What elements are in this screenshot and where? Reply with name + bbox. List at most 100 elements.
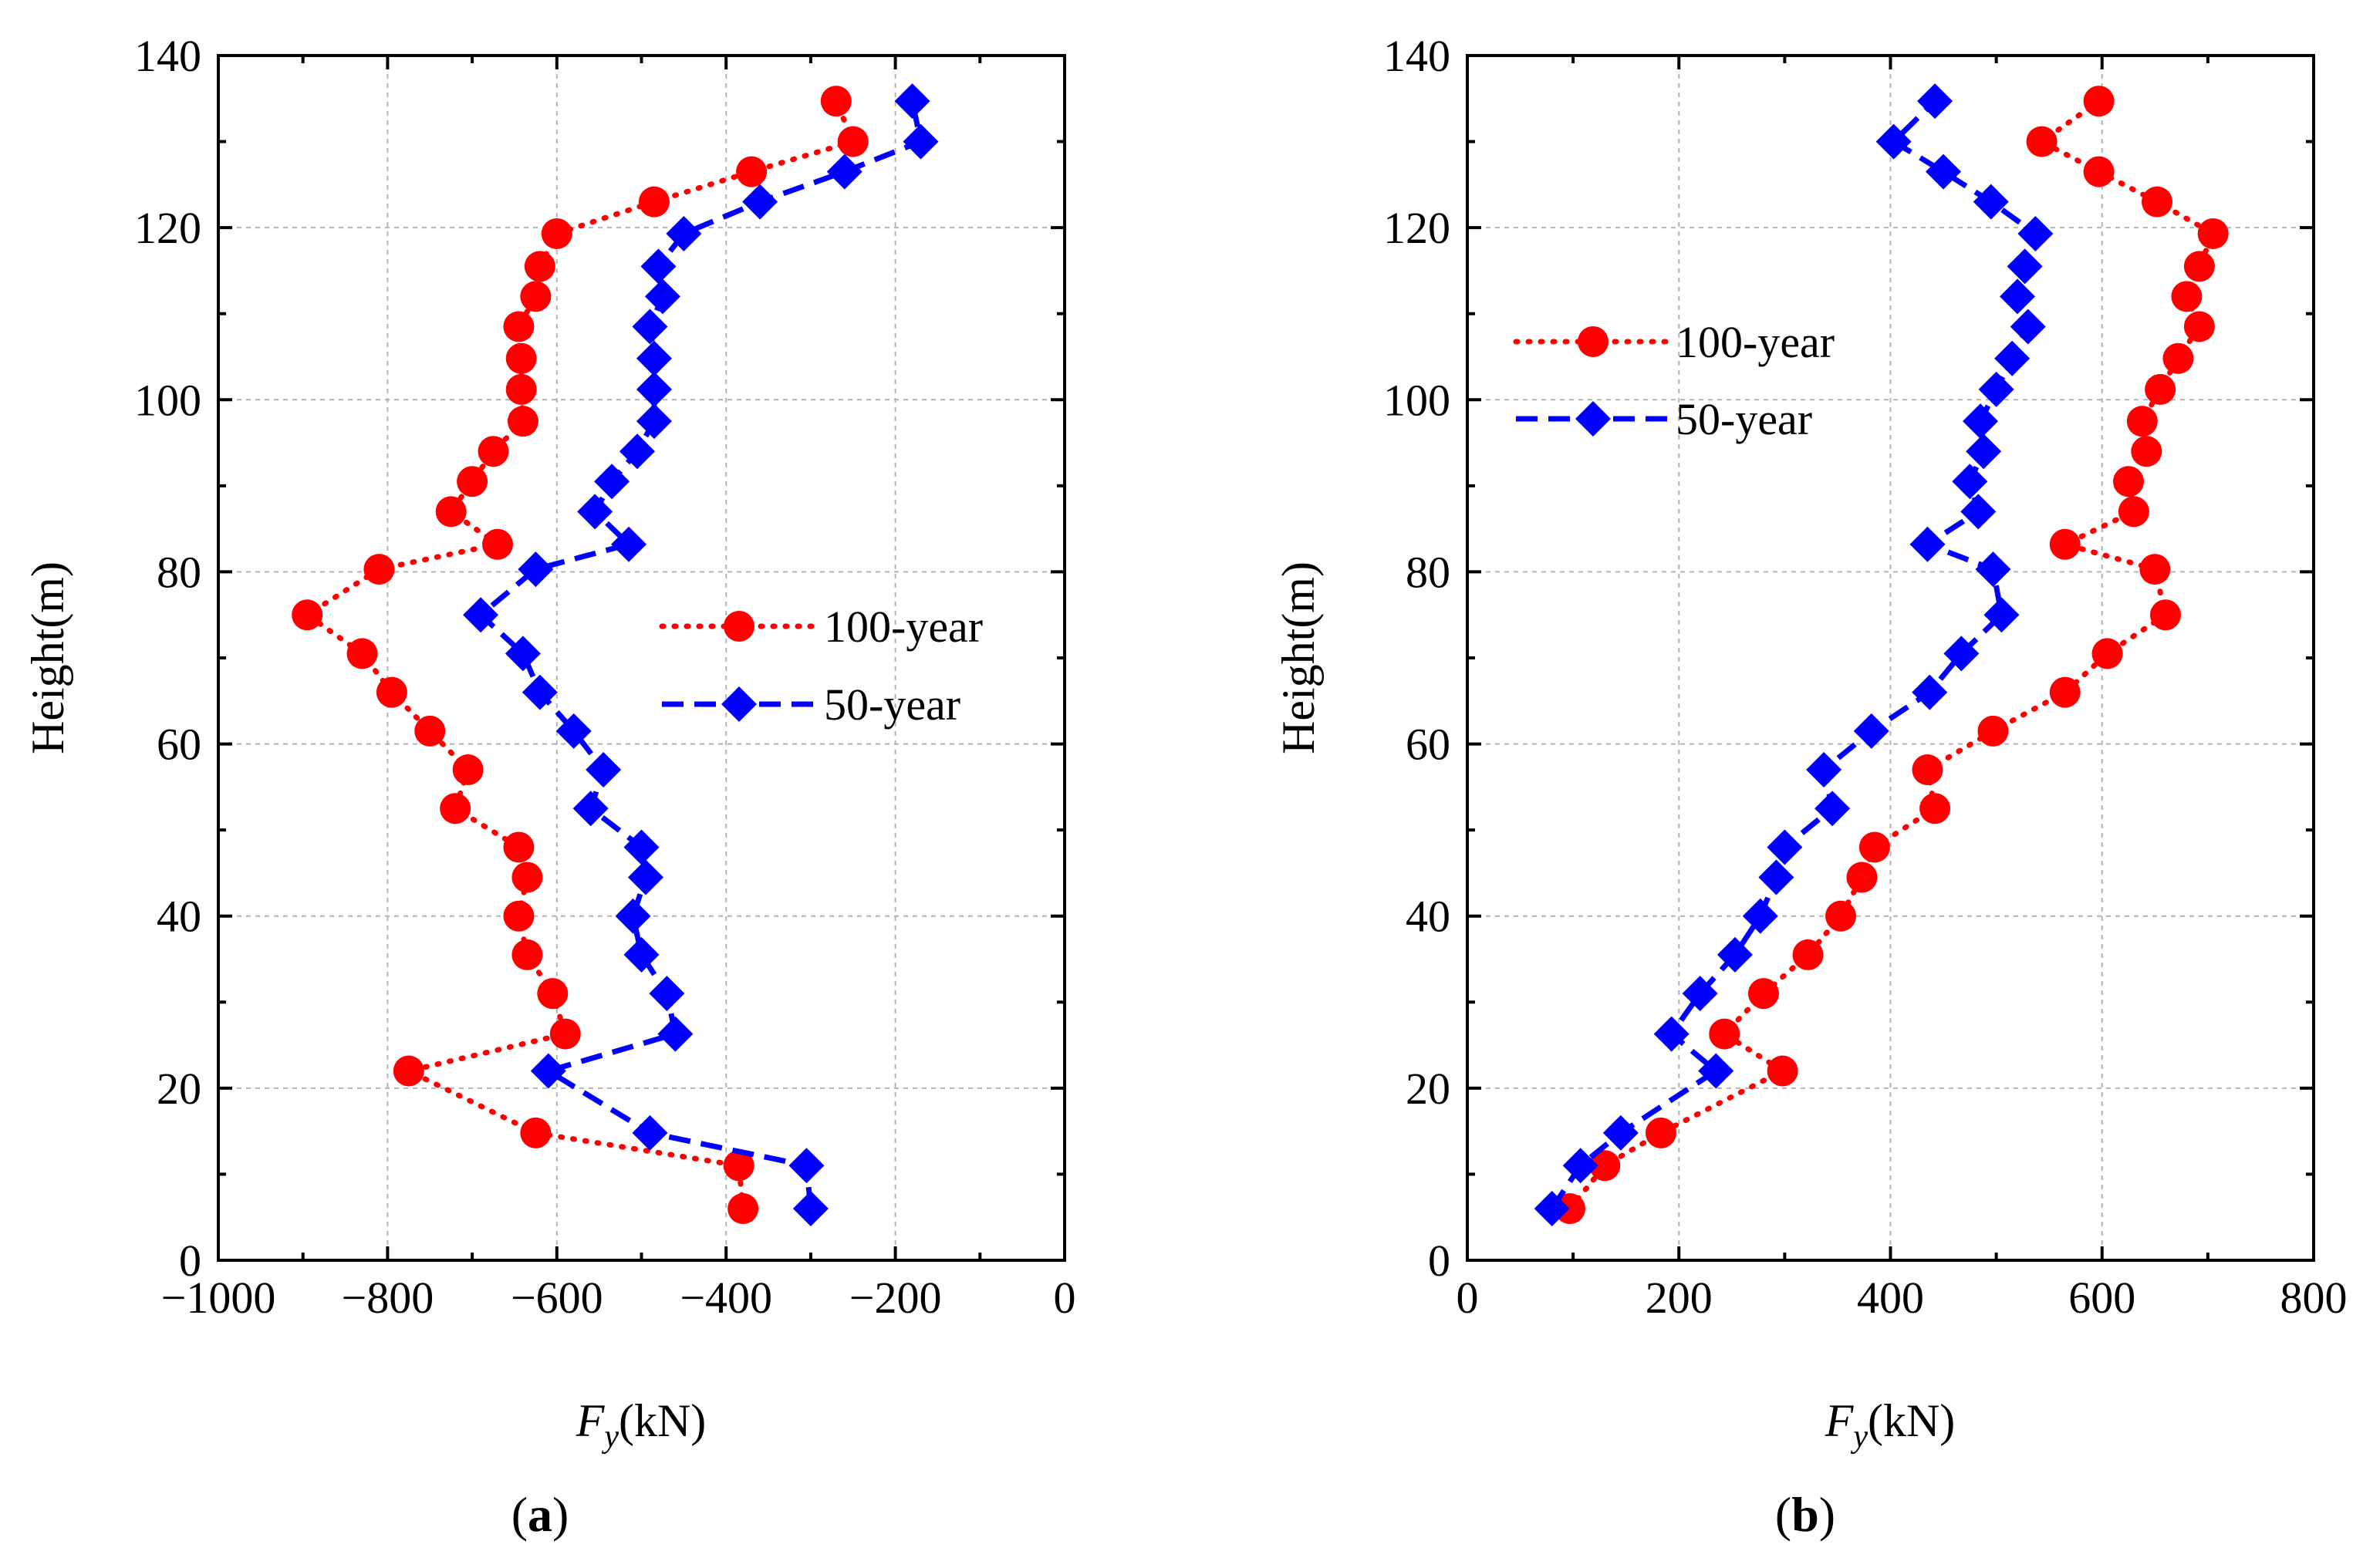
panel-b-point-50-year: [1978, 371, 2014, 407]
panel-b-point-100-year: [1767, 1055, 1798, 1087]
panel-b-point-50-year: [2017, 215, 2054, 251]
panel-b-point-50-year: [1602, 1114, 1639, 1151]
panel-a-plot-frame: [217, 54, 1066, 1262]
panel-b-y-tick-label: 120: [1383, 203, 1450, 253]
panel-a-y-tick-label: 40: [157, 892, 201, 942]
panel-b-point-50-year: [1943, 636, 1980, 672]
panel-b-point-50-year: [1853, 713, 1889, 749]
panel-a-point-50-year: [894, 83, 930, 120]
panel-b-point-100-year: [2113, 466, 2145, 497]
panel-a-point-100-year: [727, 1193, 759, 1225]
panel-a-point-100-year: [363, 554, 395, 585]
panel-b-y-tick-label: 20: [1406, 1064, 1450, 1114]
panel-a-point-100-year: [452, 754, 484, 786]
panel-a-x-tick-label: −800: [342, 1273, 434, 1323]
panel-b-point-100-year: [2139, 554, 2171, 585]
panel-b-point-100-year: [2126, 406, 2158, 437]
panel-a-point-100-year: [505, 342, 537, 374]
panel-a-point-100-year: [503, 311, 535, 342]
panel-b-point-50-year: [1717, 936, 1753, 973]
panel-a-point-50-year: [627, 859, 663, 895]
panel-b-x-tick-label: 400: [1857, 1273, 1924, 1323]
panel-a-x-axis-unit: (kN): [619, 1395, 706, 1446]
panel-a-point-100-year: [478, 436, 509, 467]
panel-b-legend-label-100-year: 100-year: [1676, 317, 1835, 367]
panel-a-y-tick-labels: 0 20 40 60 80 100 120 140: [134, 31, 201, 1286]
panel-a-point-100-year: [638, 186, 670, 217]
panel-a-point-50-year: [619, 433, 656, 470]
panel-a-point-100-year: [537, 978, 569, 1010]
panel-a-series-line-100-year: [302, 98, 857, 1212]
panel-a-legend-item-50-year: 50-year: [662, 679, 960, 730]
panel-b-point-50-year: [1966, 433, 2002, 470]
panel-a-point-50-year: [632, 1114, 668, 1151]
panel-a-point-50-year: [505, 636, 541, 672]
panel-a-point-100-year: [520, 281, 552, 312]
panel-b-point-100-year: [1555, 1193, 1586, 1225]
panel-a-point-50-year: [577, 494, 613, 530]
panel-a-point-100-year: [505, 373, 537, 405]
panel-b-legend-label-50-year: 50-year: [1676, 394, 1812, 444]
panel-a-point-50-year: [636, 340, 672, 376]
panel-b-point-50-year: [1912, 674, 1948, 710]
panel-a-point-100-year: [503, 900, 535, 932]
panel-a-legend-label-50-year: 50-year: [824, 679, 960, 730]
panel-b-point-50-year: [2000, 278, 2036, 315]
panel-a-point-50-year: [555, 713, 592, 749]
panel-b-point-100-year: [2145, 373, 2176, 405]
panel-b-point-50-year: [1994, 340, 2030, 376]
panel-b-point-100-year: [2171, 281, 2203, 312]
panel-b-point-100-year: [1825, 900, 1857, 932]
panel-b-y-tick-label: 60: [1406, 720, 1450, 770]
panel-a-point-50-year: [903, 123, 939, 160]
panel-a-y-tick-label: 140: [134, 31, 201, 81]
panel-b-y-tick-label: 40: [1406, 892, 1450, 942]
panel-b-point-50-year: [1909, 526, 1946, 562]
panel-b-point-100-year: [2049, 528, 2081, 560]
panel-a-x-axis-title: Fy(kN): [576, 1395, 707, 1455]
panel-a-point-50-year: [649, 976, 685, 1012]
panel-a-series: [292, 83, 939, 1227]
panel-a-point-100-year: [457, 466, 488, 497]
panel-b-x-tick-label: 200: [1646, 1273, 1713, 1323]
panel-b-point-100-year: [1912, 754, 1943, 786]
panel-b-point-100-year: [1858, 831, 1890, 863]
panel-b-legend-item-50-year: 50-year: [1516, 394, 1812, 444]
panel-a-x-tick-labels: −1000 −800 −600 −400 −200 0: [161, 1273, 1076, 1323]
panel-b-point-100-year: [2150, 599, 2182, 631]
panel-b: 0 200 400 600 800 0 20 40 60 80 100 120 140 Height(…: [1273, 31, 2348, 1542]
panel-b-point-50-year: [1975, 551, 2011, 588]
panel-a-point-100-year: [723, 1150, 754, 1182]
panel-b-point-100-year: [2162, 342, 2194, 374]
panel-a-point-50-year: [518, 551, 554, 588]
panel-b-y-tick-label: 0: [1428, 1236, 1450, 1286]
panel-b-point-100-year: [2083, 86, 2115, 117]
panel-a-point-50-year: [594, 464, 630, 500]
panel-a-x-tick-label: −1000: [161, 1273, 276, 1323]
panel-a-point-100-year: [503, 831, 535, 863]
panel-a-point-50-year: [657, 1016, 694, 1052]
panel-b-point-100-year: [1645, 1117, 1676, 1148]
panel-a-x-axis-subscript: y: [601, 1419, 619, 1455]
panel-a-caption-letter: a: [528, 1487, 552, 1542]
panel-b-caption-letter: b: [1791, 1487, 1819, 1542]
panel-b-point-100-year: [1709, 1018, 1740, 1050]
panel-b-point-100-year: [1919, 793, 1951, 824]
panel-a-point-100-year: [541, 217, 572, 249]
panel-a-y-tick-label: 60: [157, 720, 201, 770]
panel-b-point-100-year: [2118, 496, 2149, 528]
panel-a-point-50-year: [530, 1053, 566, 1089]
panel-b-y-tick-label: 80: [1406, 547, 1450, 597]
panel-a-point-100-year: [549, 1018, 581, 1050]
panel-a-point-50-year: [636, 403, 672, 440]
panel-a: −1000 −800 −600 −400 −200 0 0 20 40 60 80 100 120 14…: [22, 31, 1076, 1542]
panel-a-point-100-year: [292, 599, 323, 631]
panel-a-point-50-year: [463, 597, 499, 633]
panel-b-point-50-year: [1952, 464, 1988, 500]
panel-a-point-50-year: [586, 752, 622, 788]
panel-b-point-50-year: [1926, 153, 1962, 190]
panel-b-point-100-year: [2197, 217, 2229, 249]
panel-b-point-100-year: [2091, 638, 2123, 669]
panel-b-gridlines: [1467, 56, 2314, 1260]
